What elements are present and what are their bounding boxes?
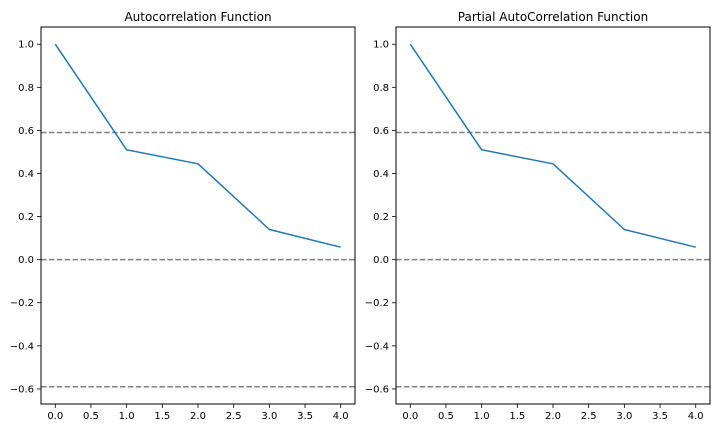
acf-x-tick-label: 0.0 [47, 411, 63, 422]
acf-panel: Autocorrelation Function 0.0 0.5 1.0 1.5 2.0… [10, 10, 356, 422]
acf-y-tick-label: −0.4 [10, 341, 34, 352]
pacf-ticks: 0.0 0.5 1.0 1.5 2.0 2.5 3.0 3.5 4.0 1.0 0.8 0.6 0.4 0… [365, 40, 704, 422]
pacf-x-tick-label: 1.0 [474, 411, 490, 422]
acf-y-tick-label: 0.4 [18, 169, 34, 180]
pacf-title: Partial AutoCorrelation Function [458, 10, 648, 24]
acf-x-tick-label: 1.0 [119, 411, 135, 422]
acf-series-line-0 [54, 43, 341, 248]
acf-plot-content [41, 43, 355, 388]
pacf-plot-content [396, 43, 710, 388]
acf-y-tick-label: −0.6 [10, 384, 34, 395]
acf-y-tick-label: 0.8 [18, 83, 34, 94]
acf-x-tick-label: 2.5 [226, 411, 242, 422]
pacf-panel: Partial AutoCorrelation Function 0.0 0.5 1… [365, 10, 711, 422]
acf-x-tick-label: 0.5 [83, 411, 99, 422]
acf-ticks: 0.0 0.5 1.0 1.5 2.0 2.5 3.0 3.5 4.0 1.0 0.8 0.6 0.4 0… [10, 40, 349, 422]
pacf-y-tick-label: 0.6 [373, 126, 389, 137]
acf-y-tick-label: 1.0 [18, 40, 34, 51]
pacf-x-tick-label: 2.0 [545, 411, 561, 422]
pacf-y-tick-label: 0.2 [373, 212, 389, 223]
pacf-x-tick-label: 2.5 [581, 411, 597, 422]
pacf-x-tick-label: 3.5 [652, 411, 668, 422]
acf-x-tick-label: 3.0 [261, 411, 277, 422]
acf-x-tick-label: 3.5 [297, 411, 313, 422]
pacf-y-tick-label: 1.0 [373, 40, 389, 51]
pacf-x-tick-label: 3.0 [616, 411, 632, 422]
acf-y-tick-label: −0.2 [10, 298, 34, 309]
pacf-x-tick-label: 1.5 [509, 411, 525, 422]
pacf-y-tick-label: 0.4 [373, 169, 389, 180]
pacf-y-tick-label: 0.8 [373, 83, 389, 94]
pacf-y-tick-label: −0.2 [365, 298, 389, 309]
acf-y-tick-label: 0.0 [18, 255, 34, 266]
pacf-y-tick-label: −0.4 [365, 341, 389, 352]
acf-x-tick-label: 4.0 [333, 411, 349, 422]
pacf-x-tick-label: 4.0 [688, 411, 704, 422]
acf-y-tick-label: 0.6 [18, 126, 34, 137]
pacf-y-tick-label: −0.6 [365, 384, 389, 395]
acf-y-tick-label: 0.2 [18, 212, 34, 223]
acf-x-tick-label: 2.0 [190, 411, 206, 422]
pacf-y-tick-label: 0.0 [373, 255, 389, 266]
pacf-series-line-0 [409, 43, 696, 248]
pacf-x-tick-label: 0.0 [402, 411, 418, 422]
pacf-x-tick-label: 0.5 [438, 411, 454, 422]
acf-x-tick-label: 1.5 [154, 411, 170, 422]
acf-title: Autocorrelation Function [124, 10, 271, 24]
